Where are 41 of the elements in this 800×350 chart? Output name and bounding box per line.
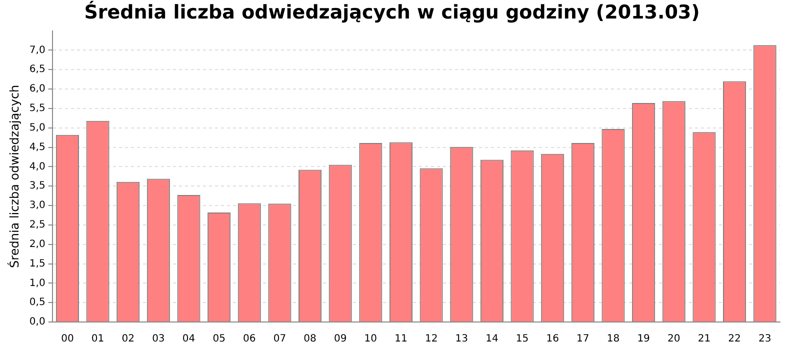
- chart-title: Średnia liczba odwiedzających w ciągu godziny (2013.03): [84, 0, 700, 24]
- y-axis-title: Średnia liczba odwiedzających: [6, 84, 22, 268]
- x-tick-label: 22: [728, 334, 741, 345]
- y-tick-label: 6,0: [29, 84, 46, 95]
- x-tick-label: 01: [91, 334, 104, 345]
- x-tick-label: 08: [304, 334, 316, 345]
- x-tick-label: 04: [182, 334, 196, 345]
- y-tick-label: 6,5: [29, 64, 46, 76]
- x-tick-label: 20: [668, 334, 680, 345]
- x-tick-label: 05: [212, 334, 226, 345]
- x-tick-label: 03: [152, 334, 165, 345]
- y-tick-label: 3,5: [29, 180, 46, 192]
- x-tick-label: 10: [364, 334, 378, 345]
- x-tick-label: 19: [637, 334, 650, 345]
- x-tick-label: 15: [516, 334, 529, 345]
- y-tick-label: 1,0: [29, 278, 46, 289]
- y-tick-label: 4,0: [29, 161, 46, 172]
- x-tick-label: 07: [273, 334, 286, 345]
- y-tick-label: 4,5: [29, 142, 46, 153]
- x-tick-label: 12: [424, 334, 438, 345]
- x-tick-label: 02: [122, 334, 134, 345]
- x-tick-label: 23: [758, 334, 772, 345]
- x-tick-label: 14: [486, 334, 498, 345]
- y-tick-label: 5,5: [29, 103, 46, 114]
- x-tick-label: 21: [698, 334, 711, 345]
- y-tick-label: 7,0: [29, 44, 46, 56]
- y-tick-label: 5,0: [29, 122, 46, 134]
- x-tick-label: 09: [334, 334, 347, 345]
- x-tick-label: 13: [455, 334, 468, 345]
- y-tick-label: 2,0: [29, 238, 46, 250]
- y-tick-label: 0,0: [29, 316, 46, 328]
- x-tick-label: 11: [394, 334, 408, 345]
- y-tick-label: 0,5: [29, 297, 46, 308]
- y-tick-label: 3,0: [29, 200, 46, 212]
- x-tick-label: 18: [606, 334, 620, 345]
- x-tick-label: 06: [243, 334, 256, 345]
- y-tick-label: 2,5: [29, 220, 46, 231]
- x-tick-label: 00: [61, 334, 74, 345]
- x-tick-label: 17: [576, 334, 590, 345]
- x-tick-label: 16: [546, 334, 559, 345]
- y-tick-label: 1,5: [29, 258, 46, 270]
